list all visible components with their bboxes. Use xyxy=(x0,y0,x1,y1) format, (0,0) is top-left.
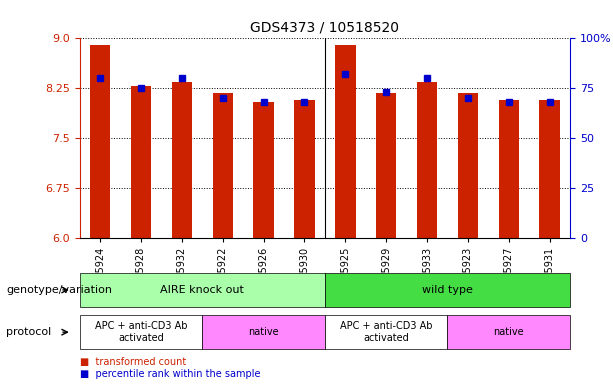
Text: ■  percentile rank within the sample: ■ percentile rank within the sample xyxy=(80,369,260,379)
Text: native: native xyxy=(248,327,279,337)
Text: APC + anti-CD3 Ab
activated: APC + anti-CD3 Ab activated xyxy=(340,321,432,343)
Bar xyxy=(539,99,560,238)
Text: AIRE knock out: AIRE knock out xyxy=(161,285,244,295)
Text: ■  transformed count: ■ transformed count xyxy=(80,357,186,367)
Bar xyxy=(172,82,192,238)
Text: protocol: protocol xyxy=(6,327,51,337)
Bar xyxy=(294,100,314,238)
Bar xyxy=(90,45,110,238)
Bar xyxy=(213,93,233,238)
Bar xyxy=(335,45,356,238)
Bar xyxy=(458,93,478,238)
Text: native: native xyxy=(493,327,524,337)
Bar xyxy=(498,100,519,238)
Text: APC + anti-CD3 Ab
activated: APC + anti-CD3 Ab activated xyxy=(95,321,187,343)
Bar xyxy=(253,102,274,238)
Title: GDS4373 / 10518520: GDS4373 / 10518520 xyxy=(250,20,400,35)
Text: genotype/variation: genotype/variation xyxy=(6,285,112,295)
Bar xyxy=(417,82,437,238)
Text: wild type: wild type xyxy=(422,285,473,295)
Bar xyxy=(131,86,151,238)
Bar xyxy=(376,93,397,238)
